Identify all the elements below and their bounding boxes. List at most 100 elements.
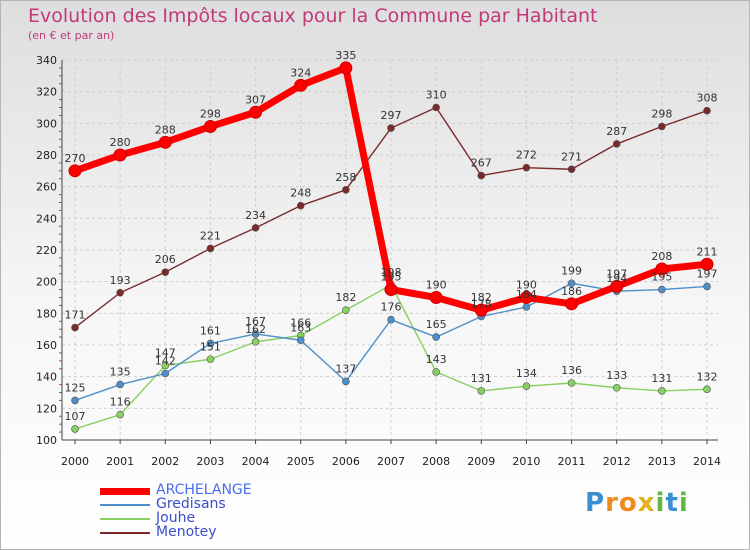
data-label: 186 (561, 285, 582, 298)
data-label: 221 (200, 229, 221, 242)
data-point (700, 257, 714, 271)
y-tick-label: 100 (36, 434, 57, 447)
data-label: 324 (290, 66, 311, 79)
data-point (296, 201, 305, 210)
data-label: 176 (381, 301, 402, 314)
proxiti-logo: Proxiti (585, 488, 689, 518)
data-label: 190 (516, 279, 537, 292)
data-label: 271 (561, 150, 582, 163)
data-label: 167 (245, 315, 266, 328)
data-label: 182 (335, 291, 356, 304)
data-label: 195 (651, 271, 672, 284)
data-label: 194 (606, 272, 627, 285)
data-point (116, 410, 124, 419)
data-label: 137 (335, 362, 356, 375)
data-point (161, 268, 170, 276)
x-tick-label: 2008 (422, 455, 450, 468)
y-tick-label: 300 (36, 117, 57, 130)
data-point (206, 339, 215, 348)
data-label: 197 (697, 267, 718, 280)
data-label: 165 (426, 318, 447, 331)
data-point (477, 387, 486, 395)
axes: 100 120 140 160 180 200 220 240 260 280 300 320 340 2… (36, 54, 721, 468)
logo-letter: t (665, 488, 679, 518)
x-tick-label: 2009 (467, 455, 495, 468)
data-point (567, 279, 576, 288)
data-point (387, 124, 395, 132)
x-tick-label: 2001 (106, 455, 134, 468)
data-point (612, 140, 621, 148)
y-tick-label: 200 (36, 276, 57, 289)
legend-swatch (100, 504, 150, 506)
data-label: 190 (426, 279, 447, 292)
y-tick-label: 320 (36, 86, 57, 99)
y-tick-label: 120 (36, 402, 57, 415)
legend-label: Menotey (156, 524, 217, 540)
data-point (387, 315, 395, 324)
data-label: 280 (110, 136, 131, 149)
x-tick-label: 2013 (648, 455, 676, 468)
data-point (116, 288, 124, 297)
data-label: 135 (110, 366, 131, 379)
data-label: 307 (245, 93, 266, 106)
data-point (703, 282, 711, 291)
data-label: 147 (155, 347, 176, 360)
y-tick-label: 260 (36, 181, 57, 194)
data-point (432, 333, 440, 341)
data-label: 267 (471, 157, 492, 170)
x-tick-label: 2000 (61, 455, 89, 468)
logo-letter: o (618, 488, 638, 518)
data-label: 143 (426, 353, 447, 366)
data-point (384, 283, 398, 297)
data-label: 258 (335, 171, 356, 184)
data-point (658, 285, 666, 294)
data-label: 163 (290, 321, 311, 334)
data-label: 234 (245, 209, 266, 222)
data-label: 166 (290, 317, 311, 330)
data-label: 272 (516, 149, 537, 162)
data-point (703, 106, 711, 115)
data-label: 134 (516, 367, 537, 380)
data-label: 211 (697, 245, 718, 258)
data-point (161, 369, 170, 378)
data-label: 125 (65, 381, 86, 394)
data-label: 206 (155, 253, 176, 266)
x-tick-label: 2011 (558, 455, 586, 468)
data-label: 116 (110, 396, 131, 409)
data-point (567, 165, 576, 174)
data-point (610, 279, 624, 293)
logo-letter: r (605, 488, 619, 518)
x-tick-label: 2005 (287, 455, 315, 468)
x-tick-label: 2004 (242, 455, 270, 468)
data-point (116, 380, 124, 389)
data-point (342, 377, 350, 386)
data-label: 198 (381, 266, 402, 279)
y-tick-label: 140 (36, 371, 57, 384)
grid-lines (62, 59, 718, 441)
chart-subtitle: (en € et par an) (28, 29, 115, 42)
data-label: 197 (606, 267, 627, 280)
data-point (249, 105, 263, 119)
series (68, 61, 714, 433)
data-point (71, 425, 79, 433)
data-point (522, 303, 531, 311)
y-tick-label: 340 (36, 54, 57, 67)
y-tick-label: 160 (36, 339, 57, 352)
data-point (432, 103, 440, 112)
x-tick-label: 2007 (377, 455, 405, 468)
data-labels: 171 193 206 221 234 248 258 297 310 267 272 271 287 2… (65, 49, 718, 423)
data-point (342, 186, 350, 194)
data-point (68, 164, 82, 178)
logo-letter: i (655, 488, 666, 518)
data-label: 136 (561, 364, 582, 377)
data-point (703, 385, 711, 394)
data-point (658, 122, 666, 131)
data-point (567, 379, 576, 387)
data-point (612, 383, 621, 392)
data-label: 131 (471, 372, 492, 385)
y-tick-label: 180 (36, 307, 57, 320)
x-tick-label: 2006 (332, 455, 360, 468)
data-point (296, 336, 305, 345)
y-tick-label: 240 (36, 212, 57, 225)
